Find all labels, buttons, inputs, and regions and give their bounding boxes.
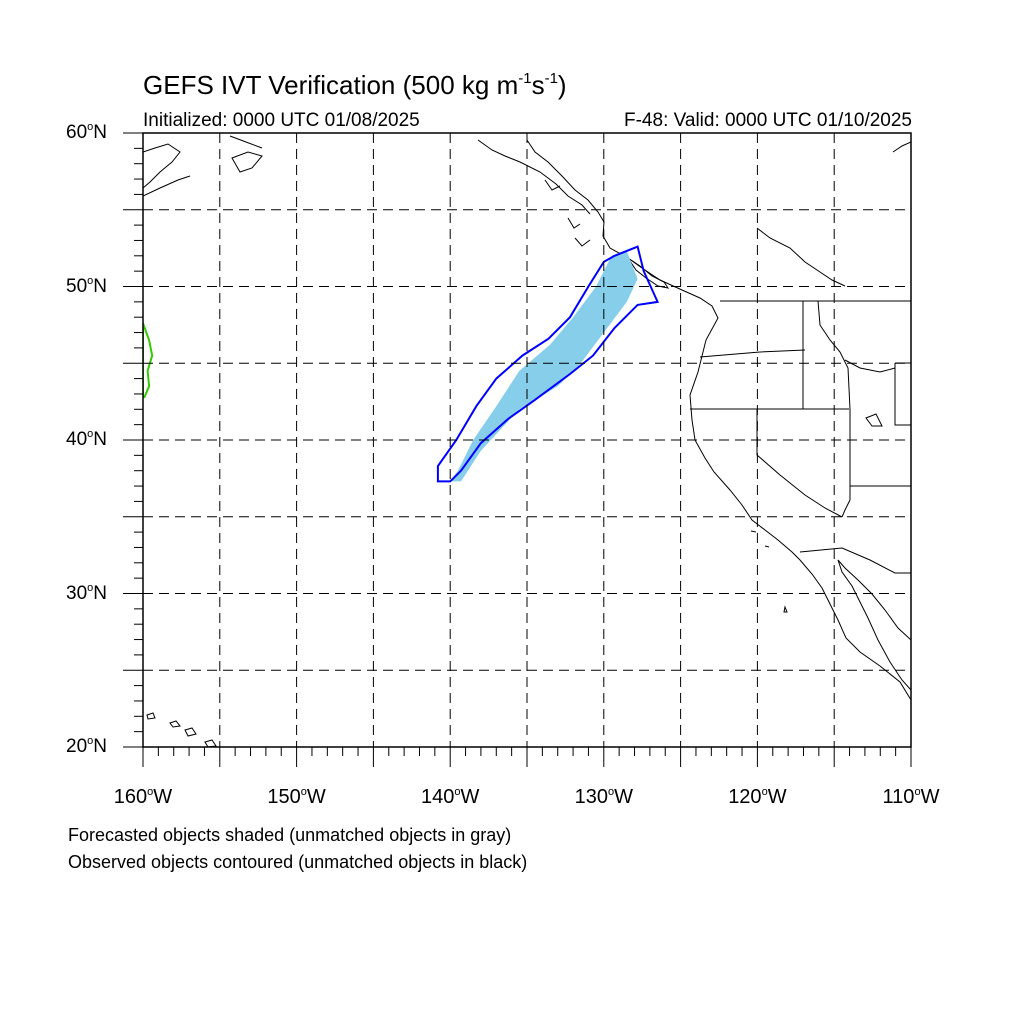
longitude-label: 150oW bbox=[267, 786, 326, 808]
longitude-label: 130oW bbox=[574, 786, 633, 808]
unmatched-object-contour bbox=[143, 322, 154, 398]
valid-time: F-48: Valid: 0000 UTC 01/10/2025 bbox=[624, 110, 912, 131]
latitude-label: 60oN bbox=[66, 121, 107, 143]
coastlines-and-borders bbox=[143, 135, 911, 747]
border-or-wa bbox=[699, 349, 806, 358]
initialized-time: Initialized: 0000 UTC 01/08/2025 bbox=[143, 110, 420, 131]
border-id-mt bbox=[817, 300, 851, 410]
latitude-label: 20oN bbox=[66, 735, 107, 757]
coastline-alaska-top bbox=[143, 135, 263, 197]
latitude-label: 50oN bbox=[66, 274, 107, 297]
border-nv-az bbox=[841, 409, 851, 518]
latitude-label: 30oN bbox=[66, 581, 107, 604]
longitude-label: 110oW bbox=[882, 786, 940, 808]
longitude-label: 120oW bbox=[728, 786, 787, 808]
forecast-ivt-object bbox=[450, 251, 638, 482]
lat-lon-grid bbox=[143, 133, 911, 747]
axis-ticks bbox=[123, 132, 912, 767]
coastline-southeast-alaska bbox=[477, 139, 591, 247]
coastline-ne-corner bbox=[892, 141, 911, 153]
coastline-bc-inland bbox=[756, 227, 896, 373]
coastline-lake-bc bbox=[865, 413, 883, 427]
footnote-forecast: Forecasted objects shaded (unmatched obj… bbox=[68, 825, 512, 845]
chart-title: GEFS IVT Verification (500 kg m-1s-1) bbox=[143, 70, 567, 100]
coastline-channel-islands bbox=[750, 530, 770, 548]
coastline-alaska-peninsula bbox=[143, 143, 263, 189]
coastline-hawaii bbox=[146, 712, 217, 747]
coastline-gulf-of-california bbox=[837, 559, 911, 691]
border-us-mexico bbox=[799, 547, 911, 574]
footnote-observed: Observed objects contoured (unmatched ob… bbox=[68, 852, 528, 872]
border-ut-co bbox=[850, 362, 911, 487]
longitude-label: 160oW bbox=[113, 786, 173, 808]
coastline-west-coast bbox=[526, 139, 911, 701]
latitude-label: 40oN bbox=[66, 428, 107, 450]
border-ca-nv bbox=[756, 409, 843, 518]
coastline-guadalupe bbox=[783, 605, 788, 613]
observed-ivt-contour bbox=[436, 245, 660, 483]
longitude-label: 140oW bbox=[420, 786, 480, 808]
